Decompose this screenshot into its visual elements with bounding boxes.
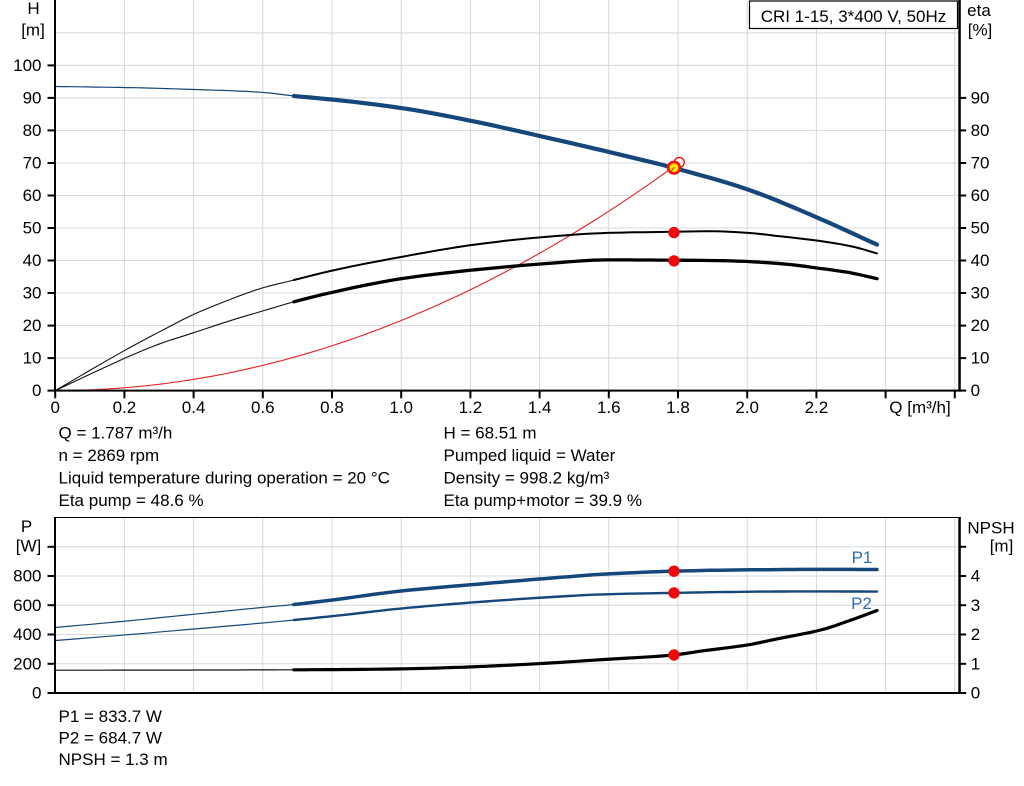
svg-text:0.4: 0.4 [182,398,206,417]
svg-text:Density = 998.2 kg/m³: Density = 998.2 kg/m³ [444,468,610,487]
svg-text:10: 10 [23,349,42,368]
svg-text:0: 0 [971,381,980,400]
svg-text:H: H [27,0,39,18]
svg-text:Q [m³/h]: Q [m³/h] [889,398,950,417]
svg-text:1.0: 1.0 [389,398,413,417]
svg-text:60: 60 [971,186,990,205]
svg-text:eta: eta [967,1,991,20]
svg-text:40: 40 [23,251,42,270]
svg-text:Eta pump = 48.6 %: Eta pump = 48.6 % [59,491,204,510]
svg-text:n = 2869 rpm: n = 2869 rpm [59,446,160,465]
svg-text:1.2: 1.2 [459,398,483,417]
svg-text:20: 20 [971,316,990,335]
svg-text:70: 70 [23,154,42,173]
svg-text:1.4: 1.4 [528,398,552,417]
svg-text:800: 800 [13,567,41,586]
svg-text:Pumped liquid = Water: Pumped liquid = Water [444,446,616,465]
svg-text:600: 600 [13,596,41,615]
svg-text:[W]: [W] [16,537,42,556]
svg-text:0.2: 0.2 [113,398,137,417]
svg-text:1: 1 [971,654,980,673]
svg-text:0: 0 [971,684,980,703]
svg-text:70: 70 [971,154,990,173]
svg-text:30: 30 [971,284,990,303]
svg-text:0: 0 [50,398,59,417]
svg-text:Eta pump+motor = 39.9 %: Eta pump+motor = 39.9 % [444,491,642,510]
svg-text:0: 0 [32,684,41,703]
svg-text:P2: P2 [851,594,872,613]
svg-text:90: 90 [971,89,990,108]
svg-text:200: 200 [13,654,41,673]
svg-text:40: 40 [971,251,990,270]
svg-text:2.0: 2.0 [735,398,759,417]
svg-text:0: 0 [32,381,41,400]
svg-text:0.6: 0.6 [251,398,275,417]
svg-text:H = 68.51 m: H = 68.51 m [444,424,537,443]
svg-text:50: 50 [23,219,42,238]
svg-text:60: 60 [23,186,42,205]
svg-text:P2 = 684.7 W: P2 = 684.7 W [59,728,162,747]
svg-text:[m]: [m] [990,537,1014,556]
svg-text:1.6: 1.6 [597,398,621,417]
svg-text:10: 10 [971,349,990,368]
svg-text:4: 4 [971,567,980,586]
svg-text:1.8: 1.8 [666,398,690,417]
svg-text:NPSH: NPSH [967,519,1014,538]
svg-text:P1 = 833.7 W: P1 = 833.7 W [59,707,162,726]
svg-text:80: 80 [23,121,42,140]
svg-text:CRI 1-15, 3*400 V, 50Hz: CRI 1-15, 3*400 V, 50Hz [761,7,947,26]
svg-text:80: 80 [971,121,990,140]
svg-text:90: 90 [23,89,42,108]
svg-text:20: 20 [23,316,42,335]
svg-text:NPSH = 1.3 m: NPSH = 1.3 m [59,750,168,769]
svg-text:2.2: 2.2 [805,398,829,417]
svg-text:100: 100 [13,56,41,75]
svg-text:P1: P1 [852,548,873,567]
svg-text:30: 30 [23,284,42,303]
svg-text:Q = 1.787 m³/h: Q = 1.787 m³/h [59,424,173,443]
svg-text:Liquid temperature during oper: Liquid temperature during operation = 20… [59,468,390,487]
svg-text:2: 2 [971,625,980,644]
svg-text:3: 3 [971,596,980,615]
svg-text:[%]: [%] [968,21,993,40]
svg-text:50: 50 [971,219,990,238]
svg-text:400: 400 [13,625,41,644]
svg-text:[m]: [m] [21,21,45,40]
svg-text:0.8: 0.8 [320,398,344,417]
svg-text:P: P [21,517,32,536]
